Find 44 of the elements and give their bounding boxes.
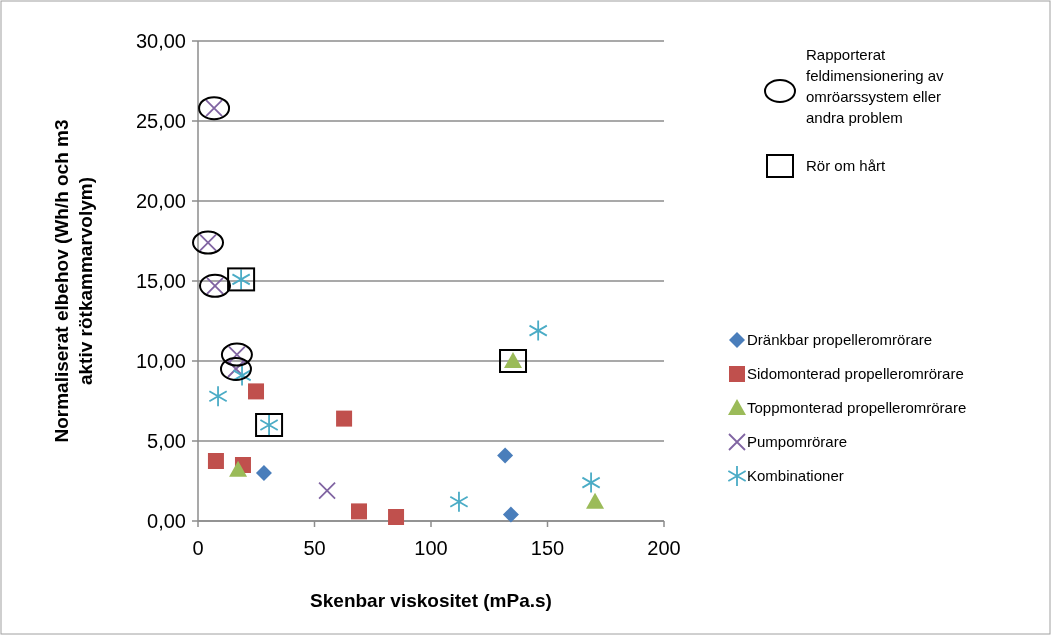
point — [318, 481, 336, 500]
legend-label: Pumpomrörare — [747, 433, 848, 450]
legend-label: Rapporterat feldimensionering av omröarssystem eller andra problem — [806, 46, 945, 126]
y-tick-label: 5,00 — [147, 430, 186, 452]
x-axis-title: Skenbar viskositet (mPa.s) — [310, 590, 552, 611]
point — [336, 410, 353, 427]
y-tick-label: 20,00 — [135, 190, 186, 212]
point — [528, 319, 548, 342]
x-tick-label: 100 — [414, 537, 448, 559]
point — [255, 465, 272, 481]
point — [248, 383, 265, 400]
point — [229, 460, 248, 477]
x-tick-label: 200 — [647, 537, 681, 559]
point — [388, 509, 405, 525]
x-tick-label: 0 — [192, 537, 204, 559]
point — [581, 471, 601, 494]
legend-label: Kombinationer — [747, 467, 844, 484]
x-tick-label: 150 — [530, 537, 565, 559]
point — [227, 267, 256, 292]
legend-label: Toppmonterad propelleromrörare — [747, 399, 967, 416]
legend-label: Rör om hårt — [806, 157, 887, 174]
point — [192, 230, 225, 255]
y-tick-label: 0,00 — [147, 510, 186, 532]
point — [449, 490, 469, 513]
point — [586, 492, 605, 509]
y-tick-label: 25,00 — [135, 110, 186, 132]
point — [219, 357, 252, 381]
legend-label: Dränkbar propelleromrörare — [747, 331, 933, 348]
point — [208, 385, 228, 408]
point — [499, 349, 528, 373]
y-tick-label: 30,00 — [135, 30, 186, 52]
x-tick-label: 50 — [303, 537, 326, 559]
y-tick-label: 15,00 — [135, 270, 186, 292]
y-tick-label: 10,00 — [135, 350, 186, 372]
point — [207, 453, 224, 469]
point — [199, 273, 232, 298]
point — [198, 96, 231, 121]
point — [220, 342, 253, 367]
point — [497, 447, 514, 464]
y-axis-title: Normaliserat elbehov (Wh/h och m3 aktiv rötkammarvolym) — [51, 119, 96, 443]
legend-label: Sidomonterad propelleromrörare — [747, 365, 964, 382]
point — [351, 503, 367, 520]
point — [255, 413, 284, 437]
point — [502, 506, 519, 523]
